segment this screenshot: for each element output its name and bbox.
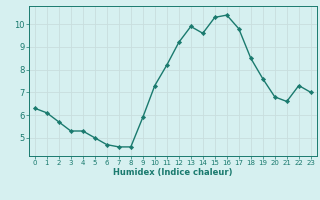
X-axis label: Humidex (Indice chaleur): Humidex (Indice chaleur) (113, 168, 233, 177)
